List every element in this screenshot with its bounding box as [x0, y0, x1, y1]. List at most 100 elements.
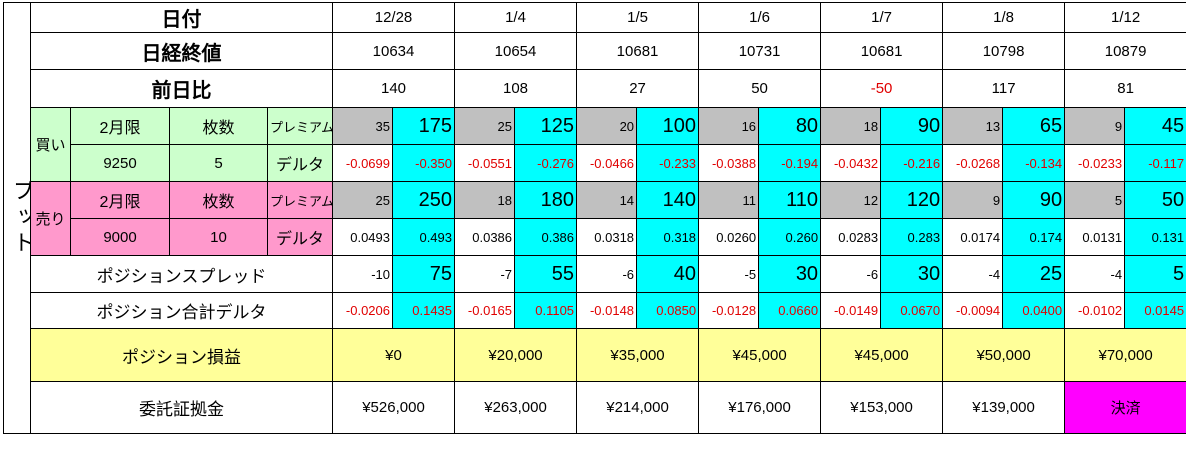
buy-delta-unit: -0.0551 [454, 144, 516, 182]
spread-unit: -6 [820, 255, 882, 293]
sell-premium-open: 25 [332, 181, 393, 219]
buy-premium-open: 20 [576, 107, 638, 145]
spread-total: 55 [514, 255, 578, 293]
sell-lots-header: 枚数 [169, 181, 268, 219]
spread-unit: -4 [942, 255, 1004, 293]
buy-delta-total: -0.194 [758, 144, 822, 182]
margin-row-header: 委託証拠金 [30, 381, 333, 434]
close-cell: 10634 [331, 32, 456, 70]
sell-premium-open: 18 [454, 181, 516, 219]
buy-delta-unit: -0.0466 [576, 144, 638, 182]
sell-delta-total: 0.493 [391, 218, 456, 256]
total-delta-row-header: ポジション合計デルタ [30, 292, 333, 329]
buy-delta-total: -0.233 [636, 144, 700, 182]
spread-total: 30 [880, 255, 944, 293]
buy-premium-value: 80 [758, 107, 822, 145]
sell-delta-total: 0.131 [1124, 218, 1186, 256]
change-cell-negative: -50 [820, 69, 944, 108]
spread-total: 75 [391, 255, 456, 293]
sell-strike: 9000 [70, 218, 170, 256]
margin-cell: ¥176,000 [698, 381, 822, 434]
close-cell: 10798 [942, 32, 1066, 70]
pnl-cell: ¥50,000 [942, 328, 1066, 382]
sell-delta-unit: 0.0318 [576, 218, 638, 256]
sell-contract-label: 2月限 [70, 181, 170, 219]
spread-total: 5 [1124, 255, 1186, 293]
margin-cell: ¥153,000 [820, 381, 944, 434]
change-cell: 81 [1064, 69, 1186, 108]
buy-contract-label: 2月限 [70, 107, 170, 145]
sell-delta-total: 0.386 [514, 218, 578, 256]
sell-delta-row: 9000 10 デルタ 0.0493 0.493 0.0386 0.386 0.… [4, 218, 1186, 256]
pnl-cell: ¥70,000 [1064, 328, 1186, 382]
sell-lots-value: 10 [169, 218, 268, 256]
settlement-cell: 決済 [1064, 381, 1186, 434]
pnl-cell: ¥45,000 [820, 328, 944, 382]
buy-strike: 9250 [70, 144, 170, 182]
position-pnl-row: ポジション損益 ¥0 ¥20,000 ¥35,000 ¥45,000 ¥45,0… [4, 328, 1186, 382]
close-row-header: 日経終値 [30, 32, 333, 70]
total-delta-total: 0.0850 [636, 292, 700, 329]
total-delta-unit: -0.0206 [332, 292, 393, 329]
change-cell: 27 [576, 69, 700, 108]
nikkei-close-row: 日経終値 10634 10654 10681 10731 10681 10798… [4, 32, 1186, 70]
position-spread-row: ポジションスプレッド -10 75 -7 55 -6 40 -5 30 -6 3… [4, 255, 1186, 293]
buy-premium-value: 90 [880, 107, 944, 145]
sell-premium-value: 50 [1124, 181, 1186, 219]
buy-premium-label: プレミアム [267, 107, 333, 145]
buy-side-label: 買い [30, 107, 71, 182]
buy-premium-open: 35 [332, 107, 393, 145]
date-cell: 1/12 [1064, 2, 1186, 33]
sell-delta-unit: 0.0174 [942, 218, 1004, 256]
total-delta-total: 0.0670 [880, 292, 944, 329]
close-cell: 10731 [698, 32, 822, 70]
spread-row-header: ポジションスプレッド [30, 255, 333, 293]
buy-delta-unit: -0.0699 [332, 144, 393, 182]
buy-premium-value: 45 [1124, 107, 1186, 145]
sell-premium-value: 90 [1002, 181, 1066, 219]
pnl-cell: ¥35,000 [576, 328, 700, 382]
total-delta-unit: -0.0165 [454, 292, 516, 329]
pnl-cell: ¥20,000 [454, 328, 578, 382]
close-cell: 10681 [820, 32, 944, 70]
spread-unit: -6 [576, 255, 638, 293]
sell-premium-open: 5 [1064, 181, 1126, 219]
sell-premium-value: 140 [636, 181, 700, 219]
position-total-delta-row: ポジション合計デルタ -0.0206 0.1435 -0.0165 0.1105… [4, 292, 1186, 329]
total-delta-unit: -0.0094 [942, 292, 1004, 329]
date-row: プット 日付 12/28 1/4 1/5 1/6 1/7 1/8 1/12 [3, 2, 1186, 434]
buy-premium-value: 125 [514, 107, 578, 145]
sell-delta-unit: 0.0260 [698, 218, 760, 256]
sell-delta-total: 0.283 [880, 218, 944, 256]
buy-delta-total: -0.350 [391, 144, 456, 182]
buy-delta-unit: -0.0432 [820, 144, 882, 182]
spread-unit: -4 [1064, 255, 1126, 293]
buy-lots-header: 枚数 [169, 107, 268, 145]
margin-cell: ¥263,000 [454, 381, 578, 434]
sell-premium-value: 110 [758, 181, 822, 219]
total-delta-total: 0.1105 [514, 292, 578, 329]
spread-unit: -5 [698, 255, 760, 293]
spread-total: 40 [636, 255, 700, 293]
close-cell: 10879 [1064, 32, 1186, 70]
sell-premium-open: 14 [576, 181, 638, 219]
change-cell: 117 [942, 69, 1066, 108]
buy-delta-total: -0.216 [880, 144, 944, 182]
total-delta-unit: -0.0148 [576, 292, 638, 329]
buy-premium-value: 175 [391, 107, 456, 145]
sell-premium-open: 9 [942, 181, 1004, 219]
put-options-table: プット 日付 12/28 1/4 1/5 1/6 1/7 1/8 1/12 日経… [3, 2, 1186, 434]
buy-premium-value: 100 [636, 107, 700, 145]
sell-premium-open: 12 [820, 181, 882, 219]
day-change-row: 前日比 140 108 27 50 -50 117 81 [4, 69, 1186, 108]
spread-total: 25 [1002, 255, 1066, 293]
close-cell: 10654 [454, 32, 578, 70]
sell-side-label: 売り [30, 181, 71, 256]
buy-delta-unit: -0.0388 [698, 144, 760, 182]
total-delta-total: 0.0145 [1124, 292, 1186, 329]
total-delta-total: 0.1435 [391, 292, 456, 329]
sell-premium-value: 250 [391, 181, 456, 219]
sell-delta-total: 0.260 [758, 218, 822, 256]
spread-total: 30 [758, 255, 822, 293]
